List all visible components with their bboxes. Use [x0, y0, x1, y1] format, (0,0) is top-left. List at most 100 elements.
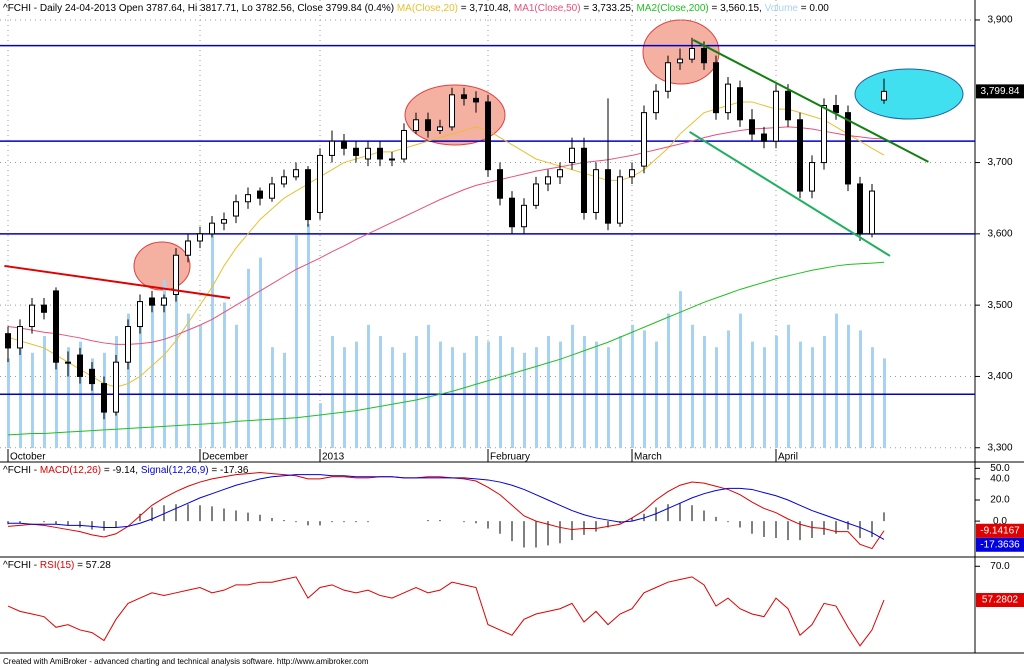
candle-body — [209, 222, 215, 235]
candle-body — [617, 176, 623, 224]
volume-bar — [415, 336, 418, 448]
volume-bar — [283, 352, 286, 448]
volume-bar — [331, 336, 334, 448]
volume-bar — [667, 313, 670, 448]
volume-bar — [535, 347, 538, 448]
candle-body — [581, 147, 587, 213]
pane-prefix: ^FCHI - — [3, 560, 40, 571]
volume-bar — [199, 324, 202, 448]
legend-name: MACD(12,26) — [40, 465, 101, 476]
volume-bar — [175, 291, 178, 448]
y-tick-label: 3,400 — [987, 371, 1012, 382]
y-tick-label: 70.0 — [990, 561, 1010, 572]
candle-body — [233, 201, 239, 217]
candle-body — [65, 361, 71, 364]
highlight-ellipse — [642, 19, 720, 85]
volume-bar — [643, 330, 646, 448]
candle-body — [41, 304, 47, 313]
candle-body — [449, 94, 455, 128]
candle-body — [137, 301, 143, 328]
volume-bar — [403, 352, 406, 448]
volume-bar — [139, 324, 142, 448]
legend-name: Volume — [765, 3, 799, 14]
volume-bar — [271, 347, 274, 448]
candle-body — [557, 169, 563, 178]
x-tick-label: 2013 — [322, 452, 345, 463]
highlight-ellipse — [854, 68, 964, 120]
legend-name: MA1(Close,50) — [514, 3, 581, 14]
indicator-line — [7, 472, 885, 550]
candle-body — [461, 94, 467, 99]
volume-bar — [583, 336, 586, 448]
candle-body — [821, 105, 827, 164]
last-price-label-box — [976, 84, 1024, 99]
candle-body — [509, 197, 515, 228]
candle-body — [5, 333, 11, 349]
legend-value: = 57.28 — [74, 560, 111, 571]
legend-value: = 3,560.15, — [709, 3, 765, 14]
volume-bar — [7, 358, 10, 448]
candle-body — [305, 169, 311, 221]
volume-bar — [679, 291, 682, 448]
x-tick-label: March — [634, 452, 662, 463]
volume-bar — [55, 324, 58, 448]
candle-body — [749, 119, 755, 135]
last-value-label: 57.2802 — [982, 595, 1019, 606]
candle-body — [161, 297, 167, 306]
candle-body — [353, 147, 359, 156]
candle-body — [125, 326, 131, 363]
footer: Created with AmiBroker - advanced charti… — [3, 657, 369, 666]
pane-prefix: ^FCHI - — [3, 465, 40, 476]
candle-body — [173, 254, 179, 295]
volume-bar — [259, 257, 262, 448]
volume-bar — [739, 313, 742, 448]
y-tick-label: 20.0 — [990, 495, 1010, 506]
candle-body — [185, 240, 191, 256]
pane-header: ^FCHI - MACD(12,26) = -9.14, Signal(12,2… — [3, 465, 249, 476]
y-tick-label: 3,700 — [987, 157, 1012, 168]
volume-bar — [511, 347, 514, 448]
candle-body — [545, 176, 551, 185]
candle-body — [317, 154, 323, 213]
volume-bar — [343, 347, 346, 448]
candle-body — [257, 190, 263, 199]
last-value-label-box — [976, 537, 1024, 552]
volume-bar — [247, 268, 250, 448]
candle-body — [329, 140, 335, 156]
candle-body — [689, 47, 695, 60]
candle-body — [881, 90, 887, 101]
trend-line — [689, 131, 891, 257]
x-tick-label: February — [490, 452, 530, 463]
last-price-label: 3,799.84 — [981, 86, 1020, 97]
last-value-label-box — [976, 593, 1024, 608]
candle-body — [29, 304, 35, 328]
volume-bar — [43, 336, 46, 448]
candle-body — [845, 112, 851, 185]
volume-bar — [391, 347, 394, 448]
volume-bar — [871, 347, 874, 448]
volume-bar — [91, 358, 94, 448]
candle-body — [737, 87, 743, 121]
volume-bar — [67, 347, 70, 448]
volume-bar — [607, 347, 610, 448]
legend-name: MA2(Close,200) — [636, 3, 708, 14]
last-value-label: -17.3636 — [980, 539, 1020, 550]
volume-bar — [547, 336, 550, 448]
y-tick-label: 3,500 — [987, 300, 1012, 311]
x-tick-label: October — [10, 452, 46, 463]
candle-body — [53, 290, 59, 363]
candle-body — [785, 90, 791, 121]
legend-name: MA(Close,20) — [397, 3, 458, 14]
candle-body — [605, 169, 611, 224]
volume-bar — [499, 336, 502, 448]
volume-bar — [367, 324, 370, 448]
volume-bar — [883, 358, 886, 448]
candle-body — [377, 147, 383, 160]
moving-average-line — [7, 261, 885, 436]
volume-bar — [19, 347, 22, 448]
candle-body — [389, 158, 395, 161]
pane-header: ^FCHI - Daily 24-04-2013 Open 3787.64, H… — [3, 3, 829, 14]
moving-average-line — [7, 126, 885, 345]
volume-bar — [619, 336, 622, 448]
legend-value: = -9.14, — [101, 465, 141, 476]
